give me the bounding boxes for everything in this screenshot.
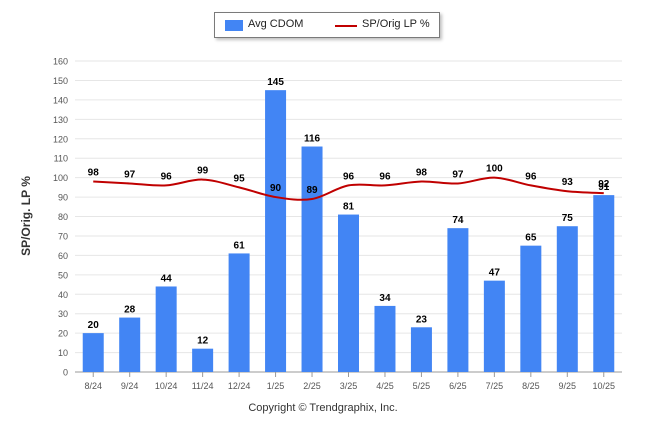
y-tick-label: 140 [53,95,68,105]
bar [410,327,432,372]
y-tick-label: 120 [53,134,68,144]
bar [520,245,542,372]
bar [82,333,104,372]
bar [228,253,250,372]
legend-line-swatch [335,25,357,27]
line-data-label: 97 [452,169,464,180]
line-data-label: 93 [562,177,574,188]
bar-data-label: 81 [343,202,355,213]
line-data-label: 98 [416,168,428,179]
bar [338,214,359,372]
y-tick-label: 0 [63,368,68,378]
bar-data-label: 91 [598,182,610,193]
y-tick-label: 10 [58,348,68,358]
legend: Avg CDOM SP/Orig LP % [214,12,440,38]
line-data-label: 96 [379,171,391,182]
x-tick-label: 8/24 [84,381,102,391]
y-tick-label: 90 [58,193,68,203]
bar [155,286,177,372]
x-tick-label: 7/25 [486,381,504,391]
y-tick-label: 130 [53,115,68,125]
x-tick-label: 9/25 [559,381,577,391]
line-data-label: 97 [124,169,136,180]
bar [593,195,615,372]
y-tick-label: 150 [53,76,68,86]
legend-bar-label: Avg CDOM [248,18,304,30]
bar-data-label: 28 [124,305,136,316]
y-tick-label: 40 [58,290,68,300]
bar [556,226,578,372]
legend-bar-swatch [225,20,243,31]
bar-data-label: 74 [452,215,464,226]
y-tick-label: 60 [58,251,68,261]
x-tick-label: 8/25 [522,381,540,391]
y-tick-label: 20 [58,329,68,339]
line-data-label: 89 [306,185,318,196]
line-data-label: 98 [88,168,100,179]
bar-data-label: 34 [379,293,391,304]
y-tick-label: 110 [54,154,68,164]
y-tick-label: 80 [58,212,68,222]
x-tick-label: 1/25 [267,381,285,391]
line-data-label: 96 [525,171,537,182]
y-axis-title: SP/Orig. LP % [19,176,33,256]
bar-data-label: 145 [267,77,284,88]
x-tick-label: 10/25 [593,381,616,391]
x-tick-label: 5/25 [413,381,431,391]
x-tick-label: 3/25 [340,381,358,391]
bar-data-label: 65 [525,233,537,244]
copyright-text: Copyright © Trendgraphix, Inc. [248,402,398,414]
bar-data-label: 12 [197,336,209,347]
line-data-label: 100 [486,164,503,175]
bar-data-label: 44 [161,273,173,284]
y-tick-label: 30 [58,309,68,319]
y-tick-label: 70 [58,231,68,241]
x-tick-label: 4/25 [376,381,394,391]
line-data-label: 96 [161,171,173,182]
bar-data-label: 23 [416,314,428,325]
bar [374,305,396,372]
line-data-label: 92 [598,179,610,190]
bar [483,280,505,372]
line-data-label: 90 [270,183,282,194]
bar [119,317,141,372]
bar-data-label: 47 [489,268,501,279]
line-data-label: 95 [234,173,246,184]
x-tick-label: 2/25 [303,381,321,391]
series-line [93,176,604,201]
bar-data-label: 20 [88,320,100,331]
y-tick-label: 160 [53,57,68,67]
x-tick-label: 11/24 [192,381,214,391]
legend-line-label: SP/Orig LP % [362,18,430,30]
bar-data-label: 61 [234,240,246,251]
x-tick-label: 9/24 [121,381,139,391]
bar [265,90,287,372]
line-data-label: 99 [197,166,209,177]
y-tick-label: 50 [58,270,68,280]
bar [447,228,469,372]
x-tick-label: 6/25 [449,381,467,391]
bar [301,146,323,372]
bar-data-label: 116 [304,134,321,145]
x-tick-label: 12/24 [228,381,251,391]
x-tick-label: 10/24 [155,381,178,391]
line-data-label: 96 [343,171,355,182]
bar [192,348,214,372]
y-tick-label: 100 [53,173,68,183]
bar-data-label: 75 [562,213,574,224]
